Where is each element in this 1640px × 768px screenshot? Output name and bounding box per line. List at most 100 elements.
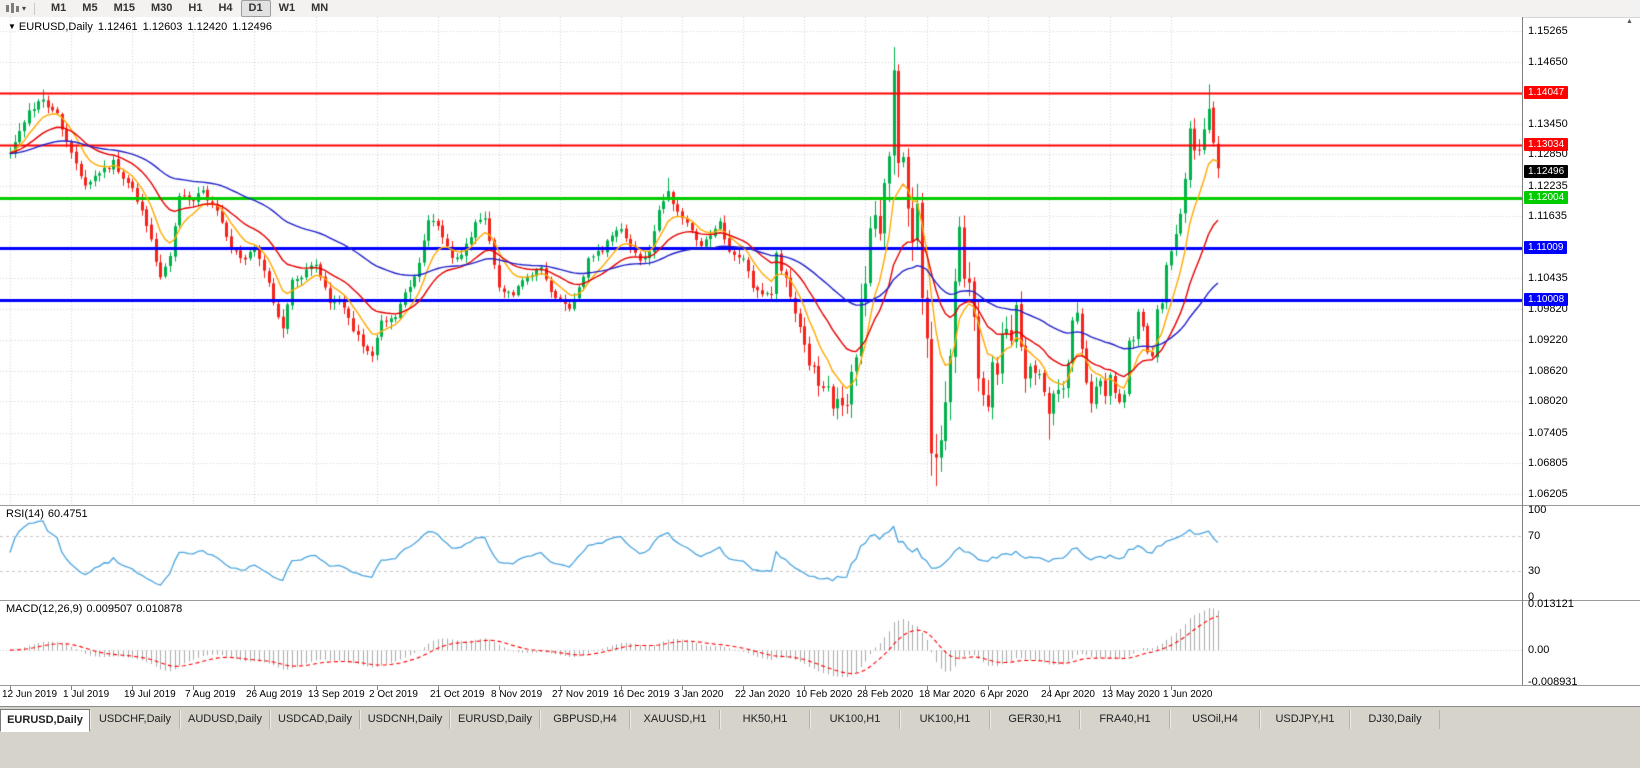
time-tick: [254, 686, 255, 690]
timeframe-button-M30[interactable]: M30: [150, 2, 173, 14]
chart-tab-bar: EURUSD,Daily USDCHF,Daily AUDUSD,Daily USDC…: [0, 706, 1640, 768]
time-axis-label: 13 Sep 2019: [308, 689, 365, 700]
rsi-tick-label: 70: [1528, 530, 1541, 542]
chart-tab-USDJPY-H1[interactable]: USDJPY,H1: [1260, 710, 1350, 729]
timeframe-button-M1[interactable]: M1: [51, 2, 67, 14]
time-axis-label: 6 Apr 2020: [980, 689, 1029, 700]
macd-tick-label: -0.008931: [1528, 676, 1578, 688]
time-tick: [682, 686, 683, 690]
hline-price-badge[interactable]: 1.14047: [1524, 86, 1569, 99]
macd-name: MACD(12,26,9): [6, 603, 83, 615]
rsi-indicator-label: RSI(14) 60.4751: [6, 508, 92, 520]
price-axis[interactable]: 1.15265 1.14650 1.13450 1.12850 1.12235 1.116…: [1523, 17, 1639, 688]
chart-tab-GBPUSD-H4[interactable]: GBPUSD,H4: [540, 710, 630, 729]
time-axis-label: 3 Jan 2020: [674, 689, 724, 700]
time-axis-label: 26 Aug 2019: [246, 689, 303, 700]
time-axis-label: 27 Nov 2019: [552, 689, 609, 700]
chart-tab-DJ30-Daily[interactable]: DJ30,Daily: [1350, 710, 1440, 729]
hline-price-badge[interactable]: 1.10008: [1524, 293, 1569, 306]
time-axis[interactable]: 12 Jun 2019 1 Jul 2019 19 Jul 2019 7 Aug 20…: [0, 686, 1640, 706]
time-tick: [743, 686, 744, 690]
chart-tab-XAUUSD-H1[interactable]: XAUUSD,H1: [630, 710, 720, 729]
time-tick: [804, 686, 805, 690]
chart-type-icon[interactable]: [5, 3, 21, 14]
time-axis-label: 12 Jun 2019: [2, 689, 58, 700]
price-tick-label: 1.10435: [1528, 272, 1568, 284]
timeframe-buttons: M1 M5 M15 M30 H1 H4 D1 W1 MN: [43, 0, 336, 17]
time-tick: [560, 686, 561, 690]
macd-tick-label: 0.00: [1528, 644, 1550, 656]
chart-tab-UK100-H1[interactable]: UK100,H1: [810, 710, 900, 729]
time-axis-label: 2 Oct 2019: [369, 689, 418, 700]
rsi-name: RSI(14): [6, 508, 44, 520]
price-tick-label: 1.09220: [1528, 334, 1568, 346]
chart-tab-USOil-H4[interactable]: USOil,H4: [1170, 710, 1260, 729]
current-price-badge: 1.12496: [1524, 165, 1569, 178]
time-axis-label: 7 Aug 2019: [185, 689, 236, 700]
time-tick: [316, 686, 317, 690]
time-axis-label: 28 Feb 2020: [857, 689, 914, 700]
time-axis-label: 10 Feb 2020: [796, 689, 853, 700]
timeframe-button-M15[interactable]: M15: [113, 2, 135, 14]
time-tick: [193, 686, 194, 690]
price-tick-label: 1.12235: [1528, 180, 1568, 192]
macd-panel-separator[interactable]: [0, 600, 1640, 601]
chart-tab-EURUSD-Daily[interactable]: EURUSD,Daily: [450, 710, 540, 729]
chart-tab-AUDUSD-Daily[interactable]: AUDUSD,Daily: [180, 710, 270, 729]
time-tick: [10, 686, 11, 690]
rsi-tick-label: 30: [1528, 565, 1541, 577]
macd-panel-canvas[interactable]: [0, 601, 1522, 685]
chart-tab-EURUSD-Daily[interactable]: EURUSD,Daily: [0, 709, 90, 732]
time-tick: [132, 686, 133, 690]
ohlc-low: 1.12420: [187, 21, 228, 33]
timeframe-button-M5[interactable]: M5: [82, 2, 98, 14]
ohlc-close: 1.12496: [232, 21, 272, 33]
chart-tab-FRA40-H1[interactable]: FRA40,H1: [1080, 710, 1170, 729]
price-tick-label: 1.11635: [1528, 210, 1567, 222]
price-tick-label: 1.15265: [1528, 25, 1568, 37]
chart-tab-HK50-H1[interactable]: HK50,H1: [720, 710, 810, 729]
price-axis-separator: [1522, 17, 1523, 686]
time-tick: [1049, 686, 1050, 690]
chart-tab-USDCNH-Daily[interactable]: USDCNH,Daily: [360, 710, 450, 729]
time-axis-label: 22 Jan 2020: [735, 689, 791, 700]
macd-tick-label: 0.013121: [1528, 598, 1574, 610]
rsi-panel-canvas[interactable]: [0, 506, 1522, 600]
chart-tab-GER30-H1[interactable]: GER30,H1: [990, 710, 1080, 729]
scale-marker-icon: ▲: [1626, 18, 1633, 25]
rsi-panel-separator[interactable]: [0, 505, 1640, 506]
toolbar-separator: [34, 2, 36, 15]
time-tick: [621, 686, 622, 690]
chart-menu-icon[interactable]: ▼: [8, 22, 16, 31]
time-tick: [377, 686, 378, 690]
macd-signal-value: 0.010878: [136, 603, 183, 615]
hline-price-badge[interactable]: 1.11009: [1524, 241, 1568, 254]
ohlc-open: 1.12461: [97, 21, 138, 33]
time-tick: [1110, 686, 1111, 690]
timeframe-button-H1[interactable]: H1: [188, 2, 203, 14]
price-tick-label: 1.08020: [1528, 395, 1568, 407]
timeframe-button-D1[interactable]: D1: [240, 0, 271, 17]
time-tick: [988, 686, 989, 690]
time-tick: [438, 686, 439, 690]
chart-tab-USDCAD-Daily[interactable]: USDCAD,Daily: [270, 710, 360, 729]
chart-symbol-label: EURUSD,Daily: [18, 21, 93, 33]
price-tick-label: 1.12850: [1528, 148, 1568, 160]
chart-tab-UK100-H1[interactable]: UK100,H1: [900, 710, 990, 729]
hline-price-badge[interactable]: 1.12004: [1524, 191, 1569, 204]
timeframe-button-W1[interactable]: W1: [278, 2, 296, 14]
hline-price-badge[interactable]: 1.13034: [1524, 138, 1569, 151]
rsi-tick-label: 100: [1528, 504, 1547, 516]
timeframe-button-MN[interactable]: MN: [311, 2, 329, 14]
price-tick-label: 1.09820: [1528, 303, 1568, 315]
ohlc-high: 1.12603: [142, 21, 183, 33]
price-tick-label: 1.06805: [1528, 457, 1568, 469]
time-tick: [1171, 686, 1172, 690]
chart-tab-USDCHF-Daily[interactable]: USDCHF,Daily: [90, 710, 180, 729]
chart-dropdown-icon[interactable]: ▾: [22, 4, 27, 13]
time-axis-label: 13 May 2020: [1102, 689, 1160, 700]
time-axis-separator: [0, 685, 1640, 686]
price-chart-canvas[interactable]: [0, 17, 1522, 505]
timeframe-button-H4[interactable]: H4: [218, 2, 233, 14]
